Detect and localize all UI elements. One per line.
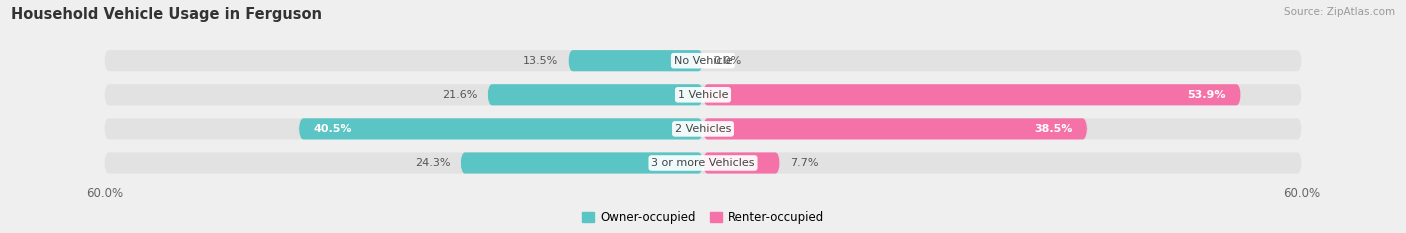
Text: 38.5%: 38.5% <box>1033 124 1073 134</box>
FancyBboxPatch shape <box>703 152 780 174</box>
Text: 1 Vehicle: 1 Vehicle <box>678 90 728 100</box>
Text: 24.3%: 24.3% <box>415 158 450 168</box>
Text: 40.5%: 40.5% <box>314 124 353 134</box>
Text: 0.0%: 0.0% <box>713 56 741 66</box>
Text: Source: ZipAtlas.com: Source: ZipAtlas.com <box>1284 7 1395 17</box>
FancyBboxPatch shape <box>703 118 1087 140</box>
FancyBboxPatch shape <box>104 118 1302 140</box>
FancyBboxPatch shape <box>703 84 1241 105</box>
Text: 7.7%: 7.7% <box>790 158 818 168</box>
Text: 53.9%: 53.9% <box>1187 90 1226 100</box>
Text: 2 Vehicles: 2 Vehicles <box>675 124 731 134</box>
FancyBboxPatch shape <box>104 84 1302 105</box>
Text: Household Vehicle Usage in Ferguson: Household Vehicle Usage in Ferguson <box>11 7 322 22</box>
Text: No Vehicle: No Vehicle <box>673 56 733 66</box>
FancyBboxPatch shape <box>104 50 1302 71</box>
Text: 13.5%: 13.5% <box>523 56 558 66</box>
Legend: Owner-occupied, Renter-occupied: Owner-occupied, Renter-occupied <box>578 206 828 229</box>
FancyBboxPatch shape <box>104 152 1302 174</box>
FancyBboxPatch shape <box>299 118 703 140</box>
Text: 21.6%: 21.6% <box>441 90 478 100</box>
FancyBboxPatch shape <box>488 84 703 105</box>
FancyBboxPatch shape <box>568 50 703 71</box>
FancyBboxPatch shape <box>461 152 703 174</box>
Text: 3 or more Vehicles: 3 or more Vehicles <box>651 158 755 168</box>
